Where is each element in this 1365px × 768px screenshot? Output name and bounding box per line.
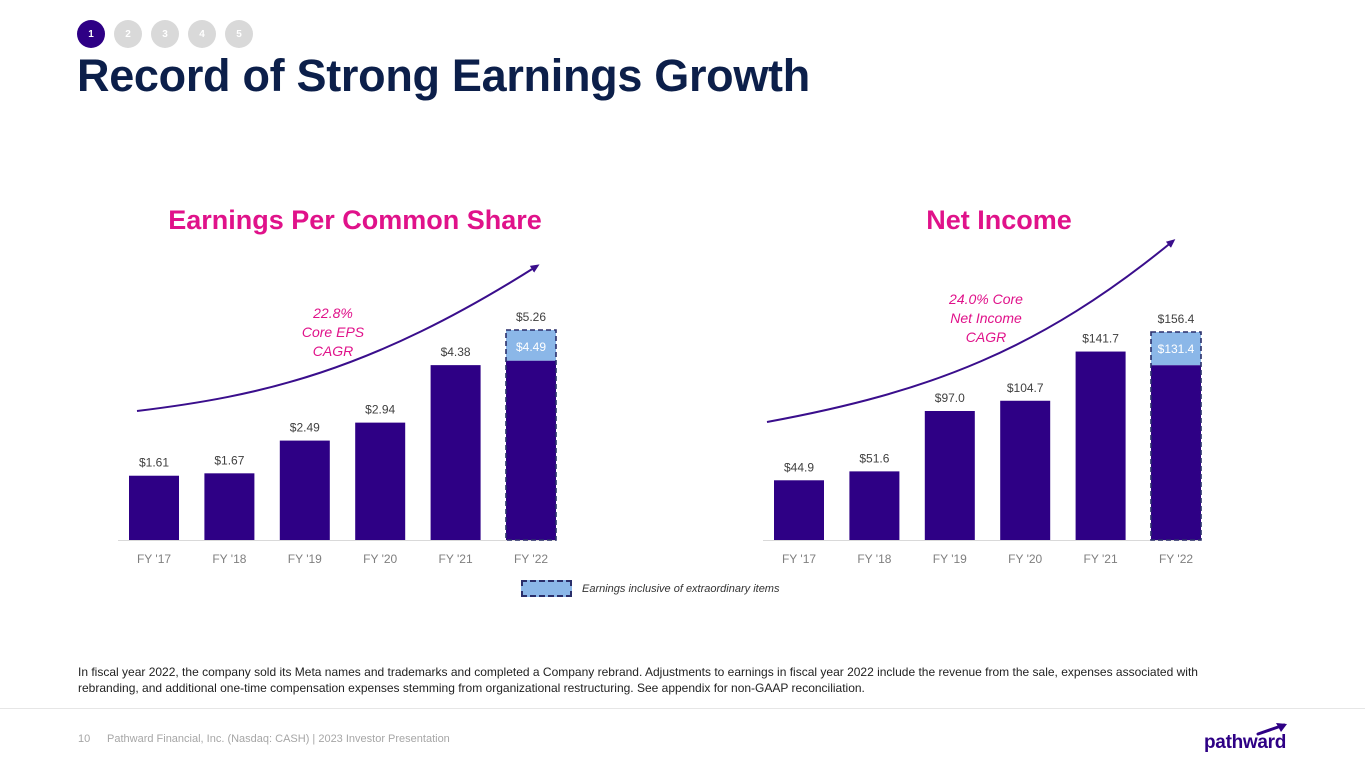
- eps-bar: [204, 473, 255, 540]
- ni-bar-outline: [1150, 331, 1202, 541]
- eps-bar: [279, 440, 330, 540]
- eps-cagr-annotation: CAGR: [313, 343, 353, 359]
- ni-tick-label: FY '19: [933, 552, 967, 566]
- charts-canvas: $1.61 FY '17 $1.67 FY '18 $2.49 FY '19 $2.94 FY…: [118, 239, 1202, 566]
- eps-chart: $1.61 FY '17 $1.67 FY '18 $2.49 FY '19 $2.94 FY…: [118, 264, 557, 566]
- ni-bar: [924, 410, 975, 540]
- ni-bar-extraordinary: [1151, 332, 1201, 366]
- ni-trend-arrow: [766, 239, 1176, 423]
- ni-bar: [849, 471, 900, 540]
- ni-tick-label: FY '22: [1159, 552, 1193, 566]
- eps-value-label: $1.61: [139, 456, 169, 470]
- eps-cagr-annotation: 22.8%: [312, 305, 353, 321]
- ni-bar-core: [1151, 365, 1201, 540]
- footnote: In fiscal year 2022, the company sold it…: [78, 665, 1198, 695]
- eps-bar-core: [506, 360, 556, 540]
- eps-tick-label: FY '18: [212, 552, 246, 566]
- eps-value-label: $1.67: [214, 453, 244, 467]
- ni-tick-label: FY '18: [857, 552, 891, 566]
- ni-core-value-label: $131.4: [1158, 342, 1195, 356]
- ni-bar: [1075, 351, 1126, 540]
- pathward-logo: pathward: [1204, 722, 1294, 756]
- eps-value-label: $5.26: [516, 310, 546, 324]
- eps-bar-outline: [505, 329, 557, 541]
- eps-value-label: $2.94: [365, 403, 395, 417]
- eps-chart-title: Earnings Per Common Share: [168, 205, 542, 235]
- eps-bar: [129, 475, 179, 540]
- eps-tick-label: FY '19: [288, 552, 322, 566]
- eps-bar: [355, 422, 406, 540]
- eps-value-label: $2.49: [290, 421, 320, 435]
- ni-cagr-annotation: Net Income: [950, 310, 1022, 326]
- eps-tick-label: FY '17: [137, 552, 171, 566]
- ni-value-label: $44.9: [784, 460, 814, 474]
- footer-divider: [0, 708, 1365, 709]
- ni-value-label: $156.4: [1158, 312, 1195, 326]
- eps-tick-label: FY '21: [439, 552, 473, 566]
- section-stepper: 1 2 3 4 5: [77, 20, 253, 48]
- step-3[interactable]: 3: [151, 20, 179, 48]
- ni-value-label: $97.0: [935, 391, 965, 405]
- net-income-chart: $44.9 FY '17 $51.6 FY '18 $97.0 FY '19 $104.7 F…: [763, 239, 1202, 566]
- chart-legend: Earnings inclusive of extraordinary item…: [521, 580, 779, 597]
- ni-value-label: $104.7: [1007, 381, 1044, 395]
- step-2[interactable]: 2: [114, 20, 142, 48]
- step-1[interactable]: 1: [77, 20, 105, 48]
- legend-swatch-extraordinary: [521, 580, 572, 597]
- ni-bar: [1000, 400, 1051, 540]
- eps-core-value-label: $4.49: [516, 340, 546, 354]
- step-4[interactable]: 4: [188, 20, 216, 48]
- eps-value-label: $4.38: [441, 345, 471, 359]
- ni-value-label: $141.7: [1082, 332, 1119, 346]
- eps-tick-label: FY '22: [514, 552, 548, 566]
- ni-tick-label: FY '17: [782, 552, 816, 566]
- net-income-chart-title: Net Income: [926, 205, 1072, 235]
- eps-bar: [430, 365, 481, 540]
- eps-bar-extraordinary: [506, 330, 556, 361]
- ni-value-label: $51.6: [859, 451, 889, 465]
- logo-wordmark: pathward: [1204, 732, 1287, 753]
- ni-tick-label: FY '21: [1084, 552, 1118, 566]
- footer-page-number: 10: [78, 733, 91, 745]
- ni-cagr-annotation: CAGR: [966, 329, 1006, 345]
- eps-trend-arrow: [136, 264, 540, 412]
- eps-cagr-annotation: Core EPS: [302, 324, 365, 340]
- step-5[interactable]: 5: [225, 20, 253, 48]
- ni-bar: [774, 480, 824, 540]
- logo-arrow-icon: [1256, 723, 1287, 736]
- eps-tick-label: FY '20: [363, 552, 397, 566]
- legend-label: Earnings inclusive of extraordinary item…: [582, 582, 780, 595]
- footer-text: Pathward Financial, Inc. (Nasdaq: CASH) …: [107, 733, 450, 745]
- ni-cagr-annotation: 24.0% Core: [948, 291, 1023, 307]
- page-title: Record of Strong Earnings Growth: [77, 50, 810, 101]
- ni-tick-label: FY '20: [1008, 552, 1042, 566]
